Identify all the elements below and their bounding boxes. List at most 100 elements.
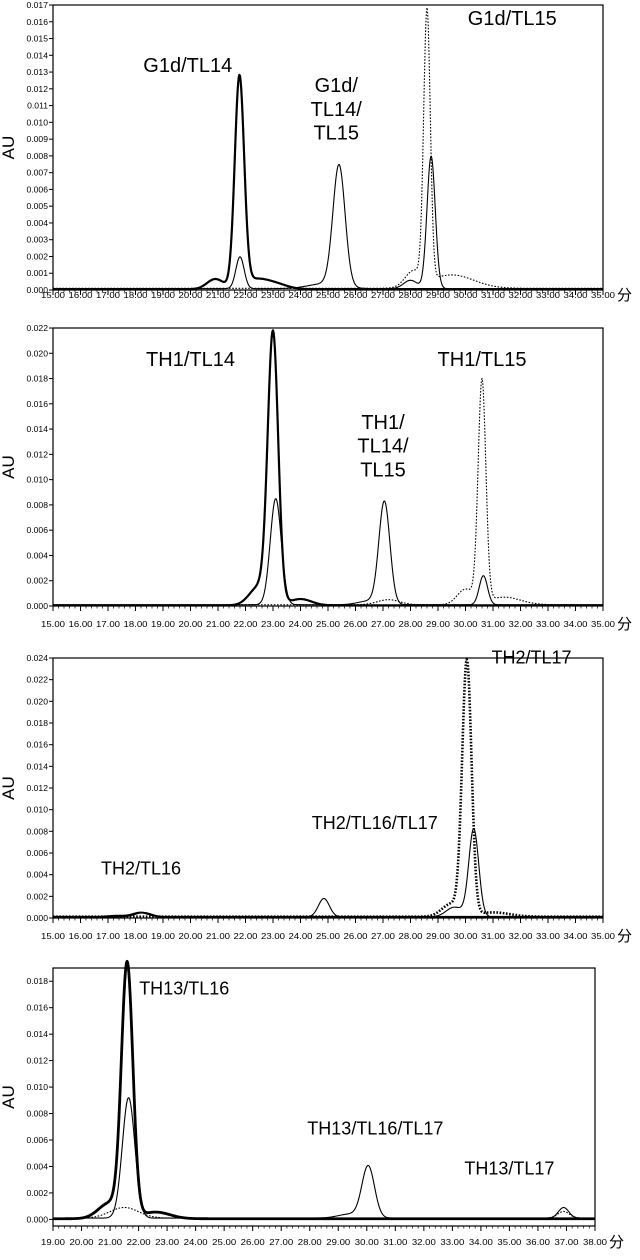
x-tick-label: 32.00	[509, 290, 533, 300]
peak-annotation: TH13/TL17	[464, 1158, 554, 1178]
x-tick-label: 31.00	[481, 931, 505, 941]
x-tick-label: 30.00	[454, 931, 478, 941]
y-tick-label: 0.018	[26, 718, 48, 728]
peak-annotation: TH1/TL14	[146, 349, 235, 371]
y-tick-label: 0.014	[26, 424, 48, 434]
y-tick-label: 0.012	[26, 449, 48, 459]
x-tick-label: 27.00	[371, 619, 395, 629]
x-tick-label: 28.00	[399, 290, 423, 300]
y-tick-label: 0.020	[26, 348, 48, 358]
chromatogram-trace-1	[53, 961, 595, 1218]
x-tick-label: 35.00	[497, 1237, 521, 1247]
x-tick-label: 25.00	[316, 931, 340, 941]
x-tick-label: 22.00	[234, 619, 258, 629]
x-axis-unit: 分	[617, 928, 632, 945]
y-tick-label: 0.002	[26, 576, 48, 586]
x-tick-label: 28.00	[399, 619, 423, 629]
y-tick-label: 0.004	[26, 870, 48, 880]
x-tick-label: 32.00	[509, 931, 533, 941]
y-tick-label: 0.020	[26, 696, 48, 706]
x-tick-label: 22.00	[234, 290, 258, 300]
y-tick-label: 0.011	[27, 101, 48, 111]
peak-annotation: G1d/	[315, 75, 359, 97]
x-tick-label: 16.00	[69, 931, 93, 941]
peak-annotation: TH1/	[361, 412, 405, 434]
y-tick-label: 0.001	[26, 268, 48, 278]
y-tick-label: 0.000	[26, 1214, 48, 1224]
y-tick-label: 0.002	[26, 251, 48, 261]
chromatogram-trace-2	[53, 156, 603, 288]
y-tick-label: 0.014	[26, 761, 48, 771]
x-tick-label: 22.00	[127, 1237, 151, 1247]
y-tick-label: 0.005	[26, 201, 48, 211]
x-tick-label: 33.00	[440, 1237, 464, 1247]
x-tick-label: 21.00	[206, 931, 230, 941]
y-tick-label: 0.016	[26, 1003, 48, 1013]
y-tick-label: 0.000	[26, 913, 48, 923]
chromatogram-panel-2: AU0.0000.0020.0040.0060.0080.0100.0120.0…	[0, 318, 640, 640]
x-tick-label: 24.00	[289, 619, 313, 629]
y-tick-label: 0.004	[26, 1161, 48, 1171]
y-tick-label: 0.018	[26, 976, 48, 986]
x-tick-label: 35.00	[591, 931, 615, 941]
x-tick-label: 17.00	[96, 290, 120, 300]
y-tick-label: 0.004	[26, 218, 48, 228]
peak-annotation: TL15	[313, 122, 359, 144]
x-tick-label: 33.00	[536, 619, 560, 629]
x-tick-label: 34.00	[469, 1237, 493, 1247]
x-tick-label: 15.00	[41, 931, 65, 941]
y-tick-label: 0.006	[26, 1135, 48, 1145]
x-tick-label: 15.00	[41, 290, 65, 300]
x-axis-unit: 分	[617, 616, 632, 633]
y-axis-label: AU	[0, 455, 18, 479]
peak-annotation: TH2/TL16/TL17	[312, 813, 438, 833]
y-tick-label: 0.008	[26, 826, 48, 836]
plot-frame	[53, 5, 603, 290]
x-tick-label: 15.00	[41, 619, 65, 629]
x-tick-label: 32.00	[509, 619, 533, 629]
y-tick-label: 0.008	[26, 151, 48, 161]
y-axis-label: AU	[0, 776, 18, 800]
x-tick-label: 25.00	[212, 1237, 236, 1247]
x-tick-label: 29.00	[326, 1237, 350, 1247]
x-tick-label: 21.00	[98, 1237, 122, 1247]
x-tick-label: 38.00	[583, 1237, 607, 1247]
x-tick-label: 33.00	[536, 290, 560, 300]
chart-svg-1: AU0.0000.0010.0020.0030.0040.0050.0060.0…	[0, 0, 640, 315]
y-tick-label: 0.010	[26, 117, 48, 127]
y-tick-label: 0.012	[26, 84, 48, 94]
chart-svg-4: AU0.0000.0020.0040.0060.0080.0100.0120.0…	[0, 958, 640, 1260]
peak-annotation: TH2/TL17	[491, 647, 571, 667]
x-tick-label: 31.00	[481, 290, 505, 300]
peak-annotation: TH1/TL15	[438, 349, 527, 371]
x-tick-label: 20.00	[179, 619, 203, 629]
x-tick-label: 19.00	[41, 1237, 65, 1247]
x-tick-label: 20.00	[70, 1237, 94, 1247]
x-tick-label: 25.00	[316, 619, 340, 629]
x-tick-label: 26.00	[344, 931, 368, 941]
x-tick-label: 24.00	[184, 1237, 208, 1247]
y-tick-label: 0.010	[26, 1082, 48, 1092]
x-tick-label: 23.00	[155, 1237, 179, 1247]
x-tick-label: 30.00	[454, 619, 478, 629]
peak-annotation: TH13/TL16	[139, 978, 229, 998]
y-tick-label: 0.022	[26, 675, 48, 685]
y-tick-label: 0.000	[26, 601, 48, 611]
y-tick-label: 0.006	[26, 848, 48, 858]
x-tick-label: 19.00	[151, 619, 175, 629]
x-tick-label: 34.00	[564, 290, 588, 300]
y-tick-label: 0.007	[26, 168, 48, 178]
y-tick-label: 0.010	[26, 805, 48, 815]
x-tick-label: 21.00	[206, 619, 230, 629]
chromatogram-panel-1: AU0.0000.0010.0020.0030.0040.0050.0060.0…	[0, 0, 640, 315]
x-axis-unit: 分	[617, 287, 632, 304]
peak-annotation: TH13/TL16/TL17	[307, 1119, 443, 1139]
x-tick-label: 18.00	[124, 290, 148, 300]
y-tick-label: 0.012	[26, 1056, 48, 1066]
x-tick-label: 18.00	[124, 619, 148, 629]
y-tick-label: 0.016	[26, 17, 48, 27]
x-tick-label: 26.00	[241, 1237, 265, 1247]
y-tick-label: 0.015	[26, 34, 48, 44]
x-tick-label: 37.00	[554, 1237, 578, 1247]
y-tick-label: 0.010	[26, 475, 48, 485]
